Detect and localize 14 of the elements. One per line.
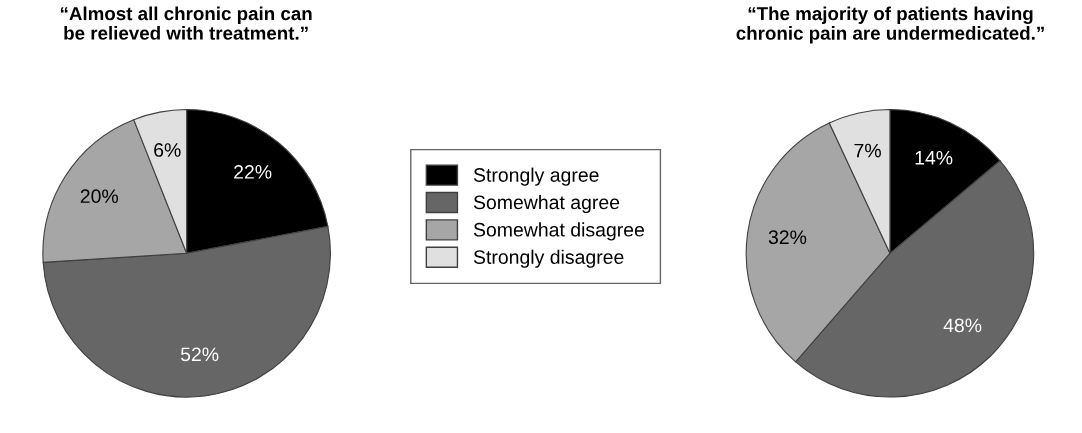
data-label: 7% [854, 143, 881, 158]
data-label: 14% [915, 151, 953, 165]
data-label: 48% [943, 318, 982, 333]
data-label: 22% [234, 165, 272, 179]
legend-label: Somewhat agree [473, 194, 620, 214]
data-label: 6% [154, 143, 181, 157]
legend-label: Strongly disagree [473, 249, 624, 268]
chart-title: “Almost all chronic pain can be relieved with treatment.” [60, 6, 312, 40]
legend-label: Strongly agree [473, 167, 599, 186]
data-label: 32% [768, 230, 807, 245]
data-label: 20% [80, 189, 119, 204]
legend-label: Somewhat disagree [473, 222, 644, 241]
chart-title: “The majority of patients having chronic pain are undermedicated.” [736, 6, 1044, 44]
data-label: 52% [180, 347, 219, 362]
